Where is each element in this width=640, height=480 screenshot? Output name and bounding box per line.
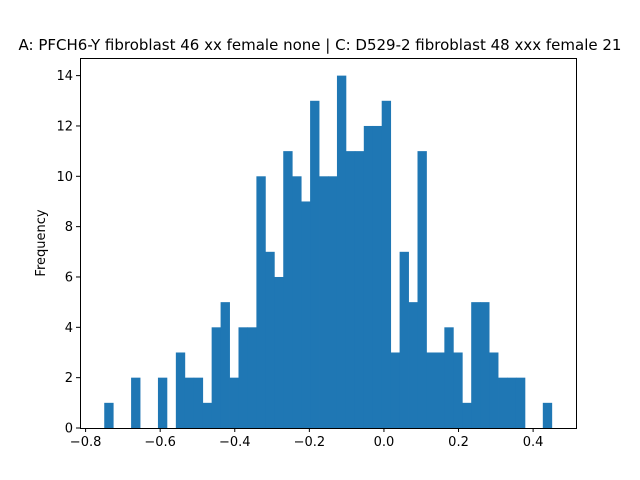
histogram-bar <box>489 352 499 428</box>
y-axis-label: Frequency <box>34 209 49 276</box>
y-tick-label: 10 <box>56 170 73 185</box>
histogram-bar <box>292 176 302 428</box>
histogram-bar <box>453 352 463 428</box>
histogram-bar <box>175 352 186 428</box>
histogram-bar <box>202 402 213 428</box>
histogram-bar <box>542 402 553 428</box>
histogram-bar <box>131 377 141 428</box>
histogram-bar <box>390 352 401 428</box>
histogram-bar <box>363 125 374 429</box>
histogram-bar <box>507 377 517 428</box>
y-tick-label: 4 <box>65 321 73 336</box>
histogram-bar <box>157 377 168 428</box>
y-tick-label: 8 <box>65 220 73 235</box>
histogram-bar <box>283 151 293 428</box>
x-tick-label: 0.0 <box>374 435 395 450</box>
histogram-bar <box>247 327 257 428</box>
histogram-bar <box>417 151 427 428</box>
histogram-bar <box>211 327 221 428</box>
y-tick-label: 14 <box>56 69 73 84</box>
histogram-bar <box>345 151 356 428</box>
histogram-bar <box>274 276 284 428</box>
x-tick-label: −0.8 <box>70 435 102 450</box>
histogram-bars <box>104 75 553 429</box>
histogram-bar <box>301 201 311 428</box>
histogram-bar <box>336 75 347 428</box>
histogram-bar <box>435 352 445 428</box>
y-tick-label: 2 <box>65 371 73 386</box>
histogram-bar <box>184 377 195 428</box>
x-tick-label: −0.2 <box>294 435 326 450</box>
histogram-bar <box>480 302 490 428</box>
x-tick-label: −0.4 <box>219 435 251 450</box>
y-tick-label: 12 <box>56 119 73 134</box>
histogram-bar <box>408 302 418 428</box>
histogram-bar <box>310 100 320 428</box>
histogram-bar <box>220 302 230 428</box>
x-tick-label: 0.4 <box>523 435 544 450</box>
histogram-bar <box>104 402 114 428</box>
histogram-bar <box>515 377 526 428</box>
histogram-bar <box>193 377 204 428</box>
chart-title: A: PFCH6-Y fibroblast 46 xx female none … <box>19 36 622 54</box>
histogram-bar <box>426 352 436 428</box>
histogram-bar <box>381 100 392 428</box>
histogram-bar <box>372 125 383 429</box>
y-axis-ticks: 0 2 4 6 8 10 12 14 <box>56 69 80 437</box>
histogram-bar <box>265 251 275 428</box>
y-tick-label: 6 <box>65 270 73 285</box>
histogram-bar <box>319 176 329 428</box>
y-tick-label: 0 <box>65 422 73 437</box>
histogram-bar <box>471 302 481 428</box>
histogram-bar <box>238 327 248 428</box>
histogram-bar <box>229 377 239 428</box>
histogram-bar <box>498 377 508 428</box>
histogram-bar <box>399 251 409 428</box>
histogram-bar <box>444 327 454 428</box>
histogram-bar <box>256 176 266 428</box>
histogram-bar <box>354 151 365 428</box>
histogram-bar <box>328 176 338 428</box>
histogram-bar <box>462 402 472 428</box>
plot-area-frame <box>80 58 577 429</box>
x-tick-label: 0.2 <box>448 435 469 450</box>
x-tick-label: −0.6 <box>144 435 176 450</box>
